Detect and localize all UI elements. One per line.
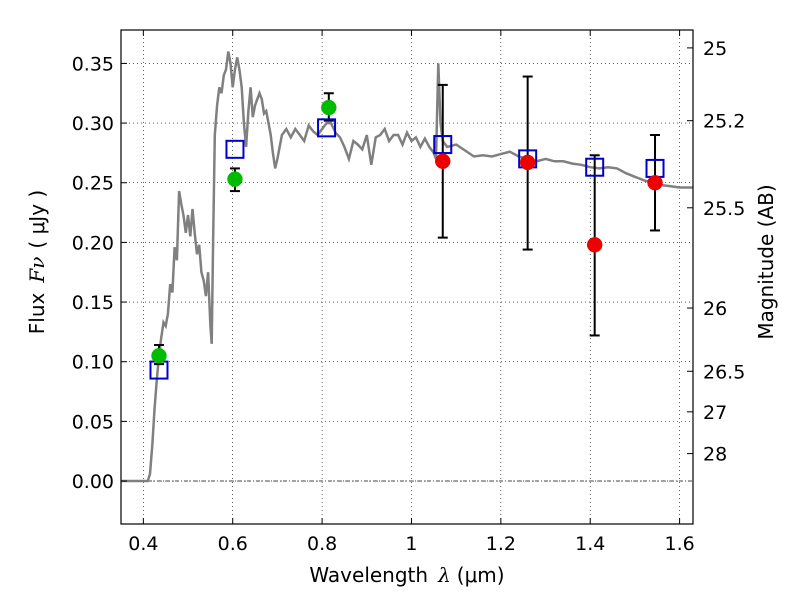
model-square-marker [585,157,605,177]
x-tick-label: 0.4 [128,533,158,555]
observed-circle-marker [586,237,603,253]
y2-tick-label: 26 [703,298,727,320]
y-tick-label: 0.15 [72,292,114,314]
x-tick-label: 1.2 [486,533,516,555]
y2-tick-label: 25 [703,38,727,60]
observed-circle-marker [647,174,663,191]
x-tick-label: 0.6 [218,533,248,555]
y2-tick-label: 28 [703,444,727,466]
model-square-marker [225,139,245,159]
y-tick-label: 0.05 [72,411,114,433]
observed-circle-marker [151,348,167,364]
observed-circle-marker [435,153,451,170]
y-axis-title: FluxFν( μJy ) [25,190,49,334]
x-axis-ticks: 0.4 0.6 0.8 1 1.2 1.4 1.6 [128,30,695,555]
y-tick-label: 0.30 [72,113,114,135]
y-tick-label: 0.10 [72,352,114,374]
y2-axis-title: Magnitude (AB) [754,184,778,339]
y2-tick-label: 25.5 [703,198,745,220]
observed-circle-marker [321,99,337,116]
y-tick-label: 0.20 [72,232,114,254]
observed-circle-marker [519,154,536,171]
y-tick-label: 0.35 [72,53,114,75]
x-tick-label: 1.4 [575,533,605,555]
x-tick-label: 1.6 [664,533,694,555]
model-square-marker [433,135,453,155]
observed-circle-marker [227,171,243,187]
y-tick-label: 0.00 [72,471,114,493]
y2-tick-label: 25.2 [703,111,745,133]
y-axis-ticks: 0.00 0.05 0.10 0.15 0.20 0.25 0.30 0.35 [72,53,127,493]
observed-photometry-markers [151,99,663,364]
x-tick-label: 1 [405,533,417,555]
y2-tick-label: 26.5 [703,361,745,383]
y2-tick-label: 27 [703,402,727,424]
plot-area [121,51,693,483]
model-square-marker [317,118,337,138]
y2-axis-ticks: 25 25.2 25.5 26 26.5 27 28 [687,38,745,466]
model-spectrum-line [121,51,693,483]
y-tick-label: 0.25 [72,173,114,195]
x-tick-label: 0.8 [307,533,337,555]
x-axis-title: Wavelength λ (μm) [309,563,504,587]
plot-frame [120,29,694,525]
